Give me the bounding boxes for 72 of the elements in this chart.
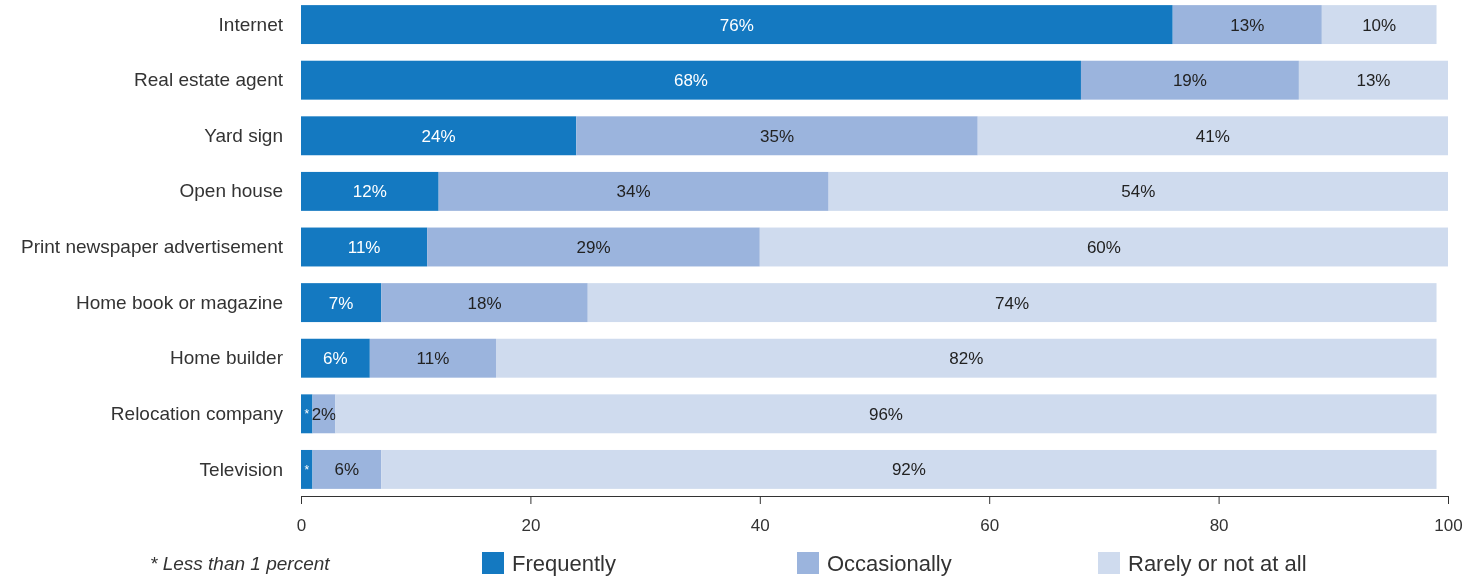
data-label: 68%: [673, 71, 708, 91]
data-label: 11%: [416, 349, 450, 369]
y-tick-label: Real estate agent: [134, 69, 284, 91]
data-label: 82%: [949, 349, 984, 369]
x-tick-label: 20: [521, 515, 541, 535]
y-tick-label: Print newspaper advertisement: [21, 236, 284, 258]
data-label: *: [304, 407, 310, 422]
legend-label: Occasionally: [827, 550, 952, 576]
x-tick-label: 80: [1209, 515, 1229, 535]
legend-label: Frequently: [512, 550, 616, 576]
text: * Less than 1 percent: [150, 552, 331, 574]
y-tick-label: Television: [199, 458, 283, 480]
data-label: 6%: [323, 349, 348, 369]
data-label: 2%: [311, 404, 337, 424]
data-label: 18%: [467, 293, 502, 313]
data-label: 76%: [719, 15, 754, 35]
data-label: 6%: [334, 460, 360, 480]
bar: [312, 449, 382, 489]
y-tick-label: Home builder: [170, 347, 284, 369]
bar: [1298, 60, 1448, 100]
bar: [301, 227, 428, 267]
bar: [427, 227, 760, 267]
data-label: 7%: [328, 293, 354, 313]
y-tick-label: Open house: [179, 180, 283, 202]
bar: [759, 227, 1448, 267]
bar: [438, 171, 829, 211]
data-label: 96%: [868, 404, 903, 424]
bar: [301, 60, 1081, 100]
y-tick-label: Internet: [218, 13, 284, 35]
data-label: 35%: [759, 126, 795, 146]
data-label: 11%: [347, 237, 381, 257]
bar: [1321, 5, 1437, 45]
bar: [381, 449, 1437, 489]
data-label: 54%: [1121, 182, 1156, 202]
bar: [369, 338, 496, 378]
x-tick-label: 40: [750, 515, 770, 535]
bar: [576, 116, 978, 156]
bar: [1080, 60, 1299, 100]
data-label: 19%: [1172, 71, 1207, 91]
bar: [335, 394, 1437, 434]
data-label: 13%: [1230, 15, 1265, 35]
x-tick-label: 60: [980, 515, 1000, 535]
bar: [301, 171, 439, 211]
legend-label: Rarely or not at all: [1128, 550, 1307, 576]
data-label: 74%: [995, 293, 1030, 313]
data-label: 29%: [576, 237, 611, 257]
bar: [828, 171, 1448, 211]
data-label: 92%: [891, 460, 926, 480]
bar: [301, 116, 577, 156]
data-label: *: [304, 462, 310, 477]
data-label: 60%: [1086, 237, 1121, 257]
bar: [1172, 5, 1322, 45]
bar: [301, 5, 1173, 45]
bar: [301, 338, 370, 378]
bar: [301, 449, 313, 489]
y-tick-label: Relocation company: [110, 402, 284, 424]
bar: [977, 116, 1448, 156]
bar: [381, 283, 588, 323]
bar: [301, 283, 382, 323]
data-label: 24%: [421, 126, 456, 146]
bar: [495, 338, 1437, 378]
x-tick-label: 0: [296, 515, 307, 535]
bar: [301, 394, 313, 434]
y-tick-label: Home book or magazine: [76, 291, 283, 313]
data-label: 10%: [1362, 15, 1397, 35]
x-tick-label: 100: [1434, 515, 1463, 535]
bar: [587, 283, 1437, 323]
data-label: 34%: [616, 182, 651, 202]
y-tick-label: Yard sign: [204, 124, 283, 146]
data-label: 41%: [1195, 126, 1230, 146]
data-label: 13%: [1356, 71, 1391, 91]
data-label: 12%: [352, 182, 387, 202]
